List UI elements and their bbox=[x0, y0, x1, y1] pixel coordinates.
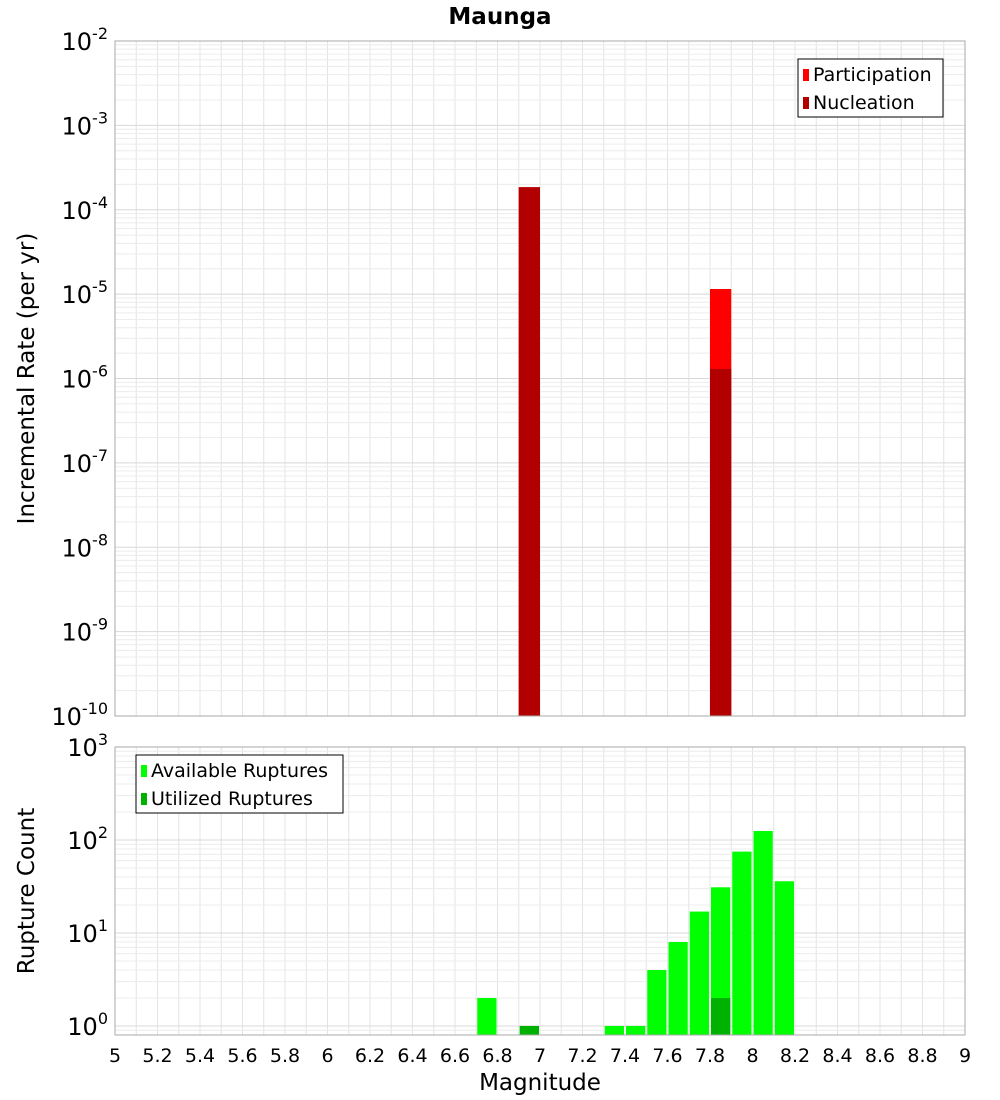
chart-title: Maunga bbox=[448, 4, 551, 30]
x-tick-label: 5.4 bbox=[185, 1045, 215, 1067]
y-tick-label: 10-3 bbox=[62, 108, 109, 140]
x-tick-label: 6.6 bbox=[440, 1045, 470, 1067]
x-tick-label: 8 bbox=[746, 1045, 758, 1067]
bar-nucleation bbox=[710, 368, 732, 716]
x-tick-label: 9 bbox=[959, 1045, 971, 1067]
x-tick-label: 5.6 bbox=[227, 1045, 257, 1067]
y-tick-label: 100 bbox=[67, 1009, 108, 1041]
top-y-tick-labels: 10-10 10-9 10-8 10-7 10-6 10-5 10-4 10-3 10-2 bbox=[51, 24, 108, 731]
top-plot-bars bbox=[518, 187, 732, 716]
top-plot-frame bbox=[114, 40, 966, 717]
x-tick-label: 5 bbox=[109, 1045, 121, 1067]
bar-available-ruptures bbox=[753, 830, 773, 1035]
y-tick-label: 10-7 bbox=[62, 446, 109, 478]
bottom-legend: Available Ruptures Utilized Ruptures bbox=[135, 754, 344, 814]
legend-swatch bbox=[803, 69, 809, 81]
y-tick-label: 10-9 bbox=[62, 615, 109, 647]
x-tick-label: 8.8 bbox=[907, 1045, 937, 1067]
bar-available-ruptures bbox=[626, 1025, 646, 1035]
y-tick-label: 10-2 bbox=[62, 24, 109, 56]
legend-label: Participation bbox=[813, 64, 932, 86]
x-tick-label: 8.2 bbox=[780, 1045, 810, 1067]
x-tick-label: 6 bbox=[321, 1045, 333, 1067]
bar-utilized-ruptures bbox=[519, 1025, 539, 1035]
x-tick-label: 7.2 bbox=[567, 1045, 597, 1067]
y-tick-label: 102 bbox=[67, 823, 108, 855]
bottom-y-axis-title: Rupture Count bbox=[14, 808, 40, 974]
bottom-plot-bars bbox=[477, 830, 794, 1035]
x-axis-title: Magnitude bbox=[479, 1070, 601, 1096]
legend-label: Nucleation bbox=[813, 92, 915, 114]
y-tick-label: 10-10 bbox=[51, 699, 108, 731]
x-tick-label: 8.6 bbox=[865, 1045, 895, 1067]
top-y-axis-title: Incremental Rate (per yr) bbox=[14, 233, 40, 525]
y-tick-label: 10-4 bbox=[62, 193, 109, 225]
y-tick-label: 10-6 bbox=[62, 362, 109, 394]
x-tick-label: 7.8 bbox=[695, 1045, 725, 1067]
legend-box bbox=[135, 754, 344, 814]
y-tick-label: 101 bbox=[67, 916, 108, 948]
bar-nucleation bbox=[518, 187, 540, 716]
bottom-y-tick-labels: 100 101 102 103 bbox=[67, 730, 108, 1041]
legend-swatch bbox=[141, 793, 147, 805]
x-tick-labels: 5 5.2 5.4 5.6 5.8 6 6.2 6.4 6.6 6.8 7 7.2 7.4 7.6 7.8 8… bbox=[109, 1045, 971, 1067]
legend-label: Available Ruptures bbox=[151, 760, 328, 782]
bar-available-ruptures bbox=[477, 997, 497, 1035]
y-tick-label: 10-5 bbox=[62, 277, 109, 309]
x-tick-label: 8.4 bbox=[822, 1045, 852, 1067]
bar-utilized-ruptures bbox=[711, 997, 731, 1035]
x-tick-label: 6.4 bbox=[397, 1045, 427, 1067]
y-tick-label: 10-8 bbox=[62, 530, 109, 562]
legend-label: Utilized Ruptures bbox=[151, 788, 313, 810]
legend-swatch bbox=[803, 97, 809, 109]
bar-available-ruptures bbox=[647, 969, 667, 1035]
x-tick-label: 5.2 bbox=[142, 1045, 172, 1067]
bottom-plot-frame bbox=[114, 746, 966, 1036]
x-tick-label: 7 bbox=[534, 1045, 546, 1067]
legend-box bbox=[797, 58, 944, 118]
x-tick-label: 7.4 bbox=[610, 1045, 640, 1067]
x-tick-label: 6.8 bbox=[482, 1045, 512, 1067]
bar-available-ruptures bbox=[604, 1025, 624, 1035]
y-tick-label: 103 bbox=[67, 730, 108, 762]
bar-available-ruptures bbox=[668, 942, 688, 1035]
top-legend: Participation Nucleation bbox=[797, 58, 944, 118]
x-tick-label: 6.2 bbox=[355, 1045, 385, 1067]
bar-available-ruptures bbox=[774, 881, 794, 1035]
legend-swatch bbox=[141, 765, 147, 777]
bar-available-ruptures bbox=[689, 911, 709, 1035]
x-tick-label: 7.6 bbox=[652, 1045, 682, 1067]
x-tick-label: 5.8 bbox=[270, 1045, 300, 1067]
bar-available-ruptures bbox=[732, 851, 752, 1035]
